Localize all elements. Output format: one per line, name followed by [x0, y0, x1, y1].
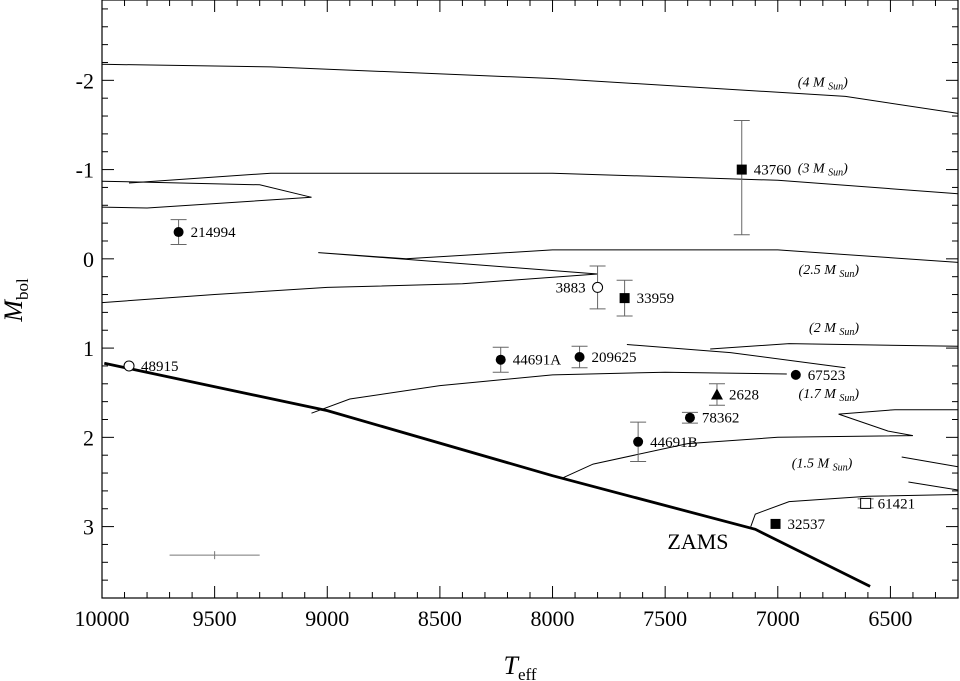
star-marker-filled-square	[619, 293, 630, 304]
y-tick-label: -1	[76, 158, 94, 183]
x-tick-label: 8000	[531, 606, 575, 631]
star-marker-open-circle	[123, 360, 135, 372]
x-axis-label: Teff	[503, 651, 536, 681]
track-label-end: )	[847, 457, 853, 472]
star-marker-filled-circle	[790, 369, 801, 380]
star-marker-open-square	[860, 497, 872, 509]
track-label: (2 M Sun)	[809, 321, 859, 338]
x-tick-label: 9500	[193, 606, 237, 631]
x-tick-label: 6500	[868, 606, 912, 631]
track-label-sub: Sun	[839, 327, 854, 338]
x-tick-label: 7000	[756, 606, 800, 631]
star-label: 209625	[592, 350, 637, 366]
star-marker-filled-circle	[633, 436, 644, 447]
evolutionary-track	[710, 343, 958, 350]
star-label: 2628	[729, 388, 759, 404]
zams-label: ZAMS	[667, 529, 728, 554]
star-marker-filled-circle	[684, 412, 695, 423]
plot-area	[102, 63, 958, 588]
track-label-main: (3 M	[798, 161, 828, 176]
evolutionary-track	[908, 481, 958, 491]
track-label: (2.5 M Sun)	[799, 263, 860, 280]
track-label: (3 M Sun)	[798, 161, 848, 178]
star-marker-filled-circle	[574, 352, 585, 363]
track-label-main: (1.5 M	[792, 457, 833, 472]
track-label-end: )	[853, 321, 859, 336]
y-tick-label: 3	[83, 515, 94, 540]
track-label-main: (2.5 M	[799, 263, 840, 278]
y-tick-label: 2	[83, 425, 94, 450]
star-marker-open-circle	[592, 281, 604, 293]
track-label-end: )	[853, 263, 859, 278]
evolutionary-track	[102, 180, 312, 209]
star-label: 33959	[637, 291, 675, 307]
y-axis-label-sub: bol	[13, 278, 32, 300]
track-label-sub: Sun	[839, 269, 854, 280]
x-tick-label: 10000	[75, 606, 130, 631]
track-label-sub: Sun	[828, 167, 843, 178]
track-label: (1.5 M Sun)	[792, 457, 853, 474]
star-marker-filled-triangle	[710, 388, 723, 400]
track-label-sub: Sun	[839, 393, 854, 404]
x-tick-label: 9000	[305, 606, 349, 631]
evolutionary-track	[561, 409, 958, 479]
star-label: 67523	[808, 368, 846, 384]
x-tick-label: 7500	[643, 606, 687, 631]
track-label-end: )	[853, 387, 859, 402]
star-marker-filled-square	[736, 164, 747, 175]
star-label: 44691B	[650, 435, 698, 451]
track-label-sub: Sun	[833, 463, 848, 474]
track-label: (1.7 M Sun)	[799, 387, 860, 404]
star-label: 3883	[556, 280, 586, 296]
star-marker-filled-circle	[173, 227, 184, 238]
star-label: 44691A	[513, 353, 562, 369]
evolutionary-track	[102, 249, 958, 304]
star-label: 32537	[788, 517, 826, 533]
x-axis-label-sub: eff	[518, 665, 537, 681]
star-label: 43760	[754, 163, 792, 179]
evolutionary-track	[102, 63, 958, 114]
y-axis-label: Mbol	[0, 278, 32, 323]
evolutionary-track	[626, 344, 846, 369]
track-label-end: )	[842, 76, 848, 91]
track-label-main: (2 M	[809, 321, 839, 336]
star-marker-filled-circle	[495, 354, 506, 365]
track-label: (4 M Sun)	[798, 76, 848, 93]
zams-line	[104, 361, 871, 588]
star-marker-filled-square	[770, 518, 781, 529]
y-tick-label: -2	[76, 68, 94, 93]
evolutionary-track	[311, 371, 787, 414]
x-tick-label: 8500	[418, 606, 462, 631]
evolutionary-track	[750, 494, 958, 527]
track-label-end: )	[842, 161, 848, 176]
evolutionary-track	[901, 456, 958, 468]
star-label: 61421	[878, 496, 916, 512]
star-label: 214994	[191, 225, 237, 241]
evolutionary-track	[128, 172, 958, 195]
y-tick-label: 1	[83, 336, 94, 361]
track-label-sub: Sun	[828, 82, 843, 93]
y-tick-label: 0	[83, 247, 94, 272]
track-label-main: (1.7 M	[799, 387, 840, 402]
star-label: 78362	[702, 411, 740, 427]
star-label: 48915	[141, 359, 179, 375]
track-label-main: (4 M	[798, 76, 828, 91]
